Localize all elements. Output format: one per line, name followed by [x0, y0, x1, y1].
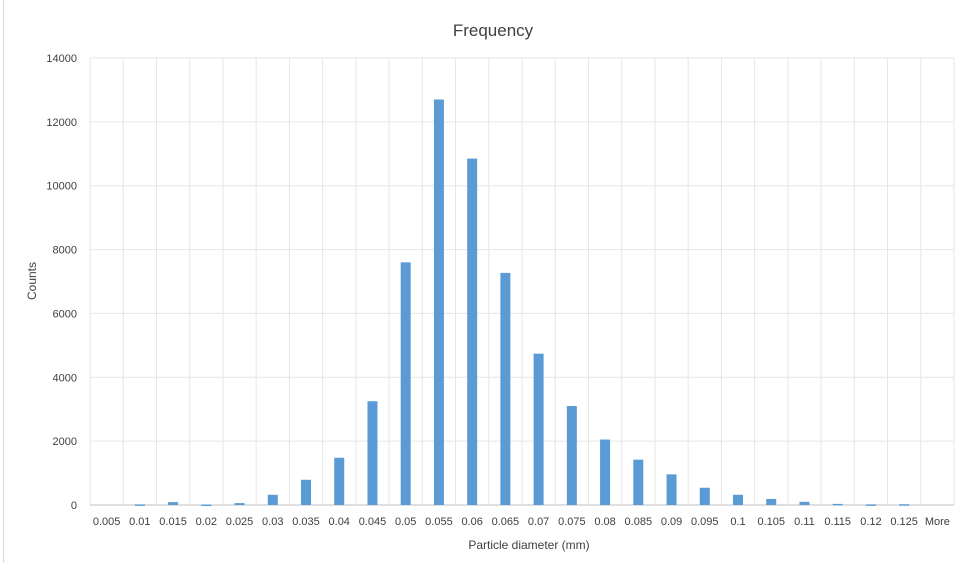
x-tick-label: 0.125	[890, 516, 918, 528]
chart-title: Frequency	[453, 21, 534, 40]
x-tick-label: 0.005	[93, 516, 121, 528]
x-tick-label: 0.1	[730, 516, 745, 528]
x-tick-label: 0.03	[262, 516, 283, 528]
bar-0.075	[566, 406, 577, 505]
bar-0.085	[633, 459, 644, 505]
x-tick-labels: 0.005 0.01 0.015 0.02 0.025 0.03 0.035 0.04 0.04…	[93, 516, 950, 528]
x-tick-label: 0.055	[425, 516, 453, 528]
bar-0.08	[600, 439, 611, 505]
x-tick-label: 0.01	[129, 516, 150, 528]
x-tick-label: 0.065	[492, 516, 520, 528]
x-tick-label: 0.075	[558, 516, 586, 528]
x-tick-label: 0.05	[395, 516, 416, 528]
y-tick-label: 12000	[46, 117, 77, 129]
bar-0.015	[168, 502, 179, 505]
x-tick-label: 0.12	[860, 516, 881, 528]
gridlines	[89, 57, 955, 506]
bar-0.12	[865, 504, 876, 506]
bar-0.065	[500, 272, 511, 505]
bars	[134, 99, 910, 507]
bar-0.01	[134, 504, 145, 506]
x-tick-label: 0.06	[461, 516, 482, 528]
bar-0.02	[201, 504, 212, 507]
bar-0.115	[832, 503, 843, 506]
y-tick-label: 8000	[53, 245, 77, 257]
x-tick-label: 0.02	[196, 516, 217, 528]
y-tick-labels: 0 2000 4000 6000 8000 10000 12000 14000	[46, 53, 77, 512]
y-axis-label: Counts	[25, 262, 39, 300]
bar-0.05	[400, 262, 411, 505]
bar-0.06	[467, 158, 478, 505]
x-tick-label: 0.08	[594, 516, 615, 528]
x-tick-label: 0.045	[359, 516, 387, 528]
bar-0.07	[533, 353, 544, 505]
y-tick-label: 10000	[46, 181, 77, 193]
x-tick-label: 0.025	[226, 516, 254, 528]
x-tick-label: 0.07	[528, 516, 549, 528]
x-tick-label: 0.015	[159, 516, 187, 528]
bar-0.025	[234, 503, 245, 505]
x-axis-label: Particle diameter (mm)	[468, 538, 589, 552]
x-tick-label: 0.115	[824, 516, 851, 528]
x-tick-label: 0.085	[625, 516, 653, 528]
bar-0.035	[301, 479, 311, 505]
x-tick-label: 0.04	[329, 516, 350, 528]
bar-0.055	[433, 99, 444, 505]
bar-0.04	[334, 457, 345, 505]
bar-0.1	[733, 494, 743, 505]
y-tick-label: 0	[71, 500, 77, 512]
bar-0.03	[267, 494, 278, 505]
x-tick-label: 0.095	[691, 516, 719, 528]
y-tick-label: 2000	[53, 436, 77, 448]
bar-0.11	[799, 501, 810, 505]
frame-left-border	[3, 0, 4, 563]
y-tick-label: 14000	[46, 53, 77, 65]
x-tick-label: 0.09	[661, 516, 682, 528]
x-tick-label: 0.035	[292, 516, 320, 528]
bar-0.125	[899, 504, 910, 506]
bar-0.095	[699, 487, 710, 505]
y-tick-label: 6000	[53, 308, 77, 320]
x-tick-label: More	[925, 516, 950, 528]
bar-0.105	[766, 498, 777, 505]
bar-0.09	[666, 474, 677, 505]
x-tick-label: 0.105	[757, 516, 785, 528]
bar-0.045	[367, 401, 378, 505]
x-tick-label: 0.11	[794, 516, 815, 528]
y-tick-label: 4000	[53, 372, 77, 384]
